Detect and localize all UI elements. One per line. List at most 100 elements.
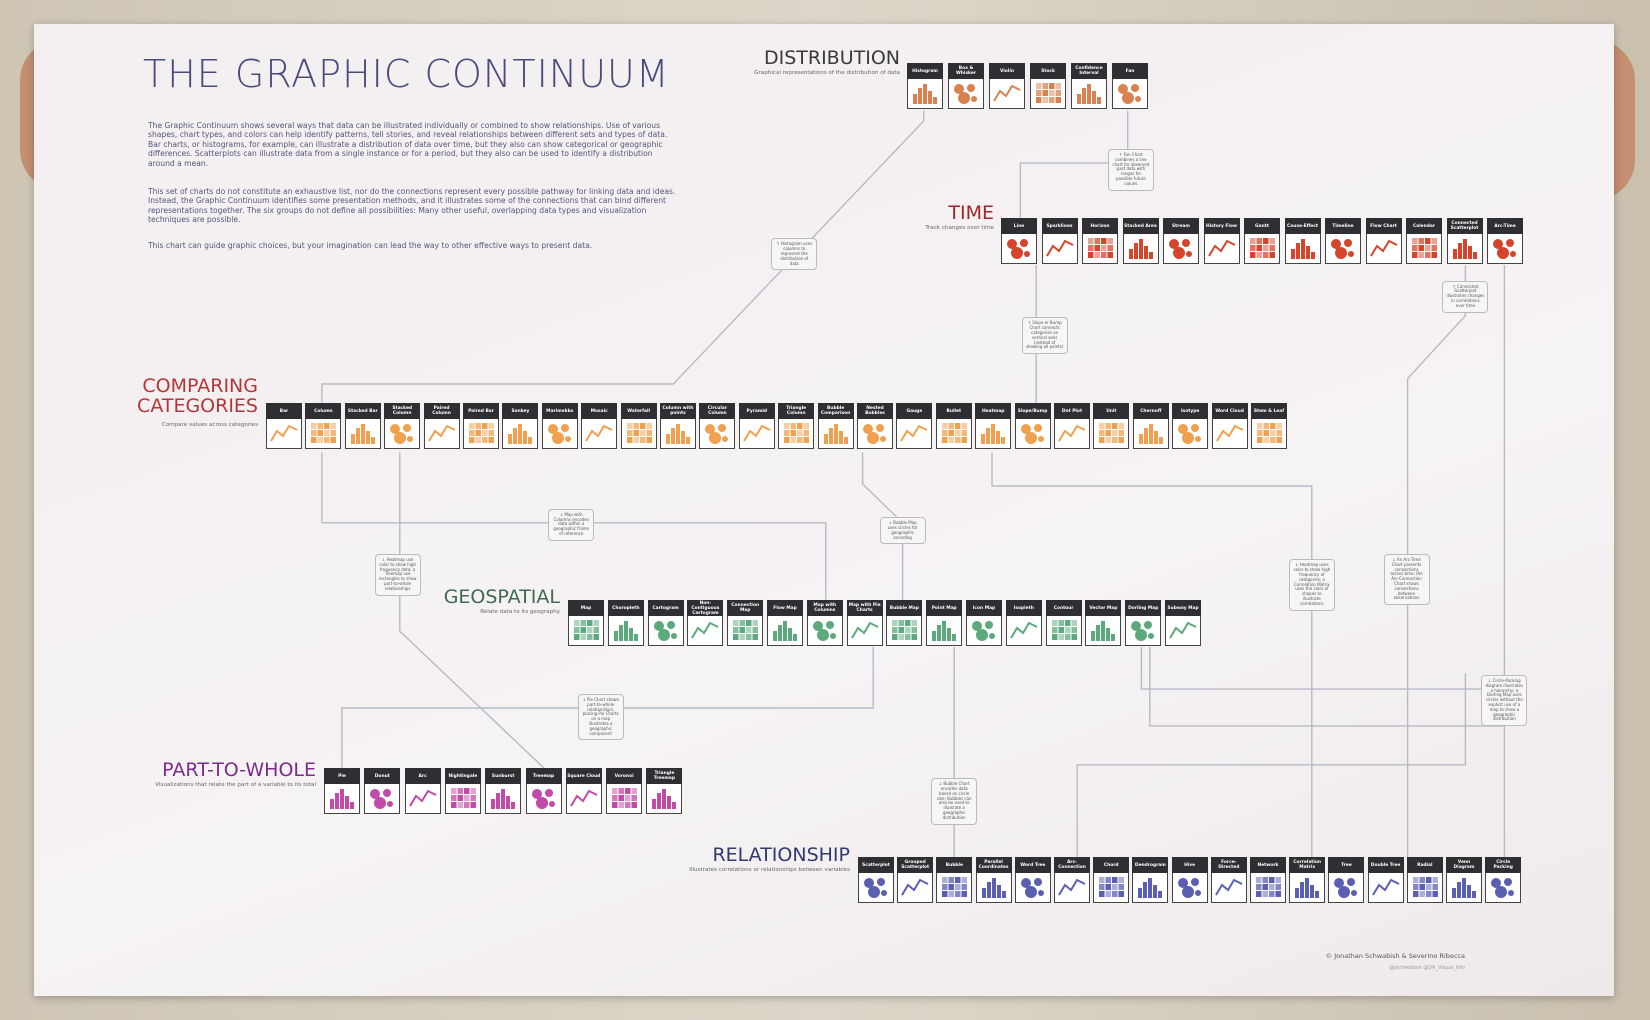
- chart-tile: Nightingale: [444, 768, 481, 814]
- chart-icon: [1214, 878, 1243, 896]
- tile-label: Circular Column: [699, 403, 736, 419]
- chart-tile: Mosaic: [581, 403, 618, 449]
- tile-icon: [423, 419, 460, 449]
- chart-icon: [932, 621, 957, 641]
- tile-icon: [975, 419, 1012, 449]
- tile-label: Grouped Scatterplot: [897, 857, 934, 873]
- tile-label: Stem & Leaf: [1251, 403, 1287, 419]
- tile-label: Isotype: [1172, 403, 1209, 419]
- chart-icon: [1099, 423, 1125, 443]
- chart-tile: Timeline: [1325, 218, 1361, 264]
- tile-label: Dorling Map: [1125, 600, 1162, 616]
- annotation-note: ↑ Slope or Bump Chart connects categorie…: [1021, 317, 1068, 355]
- tile-label: Connected Scatterplot: [1446, 218, 1483, 234]
- group-subtitle: Track changes over time: [925, 225, 994, 231]
- chart-icon: [691, 621, 719, 639]
- tile-icon: [1406, 873, 1443, 903]
- tile-label: Sparklines: [1041, 218, 1078, 234]
- tile-label: Tree: [1328, 857, 1365, 873]
- tile-icon: [1446, 873, 1482, 903]
- chart-icon: [1020, 878, 1044, 898]
- chart-tile: Histogram: [907, 63, 943, 109]
- poster-title: THE GRAPHIC CONTINUUM: [143, 52, 670, 96]
- tile-icon: [699, 419, 736, 449]
- tile-icon: [1122, 234, 1159, 264]
- chart-tile: Sunburst: [485, 768, 522, 814]
- tile-label: Arc: [404, 768, 441, 784]
- chart-tile: Marimekko: [541, 403, 578, 449]
- chart-tile: Stacked Area: [1122, 218, 1159, 264]
- tile-label: Connection Map: [727, 600, 764, 616]
- chart-icon: [1215, 424, 1244, 442]
- tile-icon: [646, 784, 683, 814]
- intro-paragraph: This set of charts do not constitute an …: [148, 187, 676, 225]
- tile-label: Bubble: [936, 857, 973, 873]
- tile-icon: [767, 616, 803, 646]
- chart-icon: [900, 424, 928, 442]
- chart-tile: Parallel Coordinates: [975, 857, 1012, 903]
- tile-label: Word Tree: [1014, 857, 1051, 873]
- chart-tile: Cause-Effect: [1284, 218, 1321, 264]
- tile-label: Bar: [266, 403, 302, 419]
- tile-label: Triangle Column: [778, 403, 815, 419]
- chart-tile: Correlation Matrix: [1289, 857, 1326, 903]
- tile-label: Bullet: [935, 403, 972, 419]
- tile-label: Double Tree: [1367, 857, 1404, 873]
- chart-icon: [1131, 621, 1155, 641]
- group-subtitle: Visualizations that relate the part of a…: [155, 782, 316, 788]
- tile-icon: [1172, 419, 1209, 449]
- chart-tile: Stacked Column: [384, 403, 421, 449]
- tile-label: Arc-Time: [1487, 218, 1523, 234]
- tile-icon: [1446, 234, 1483, 264]
- chart-tile: Gantt: [1244, 218, 1280, 264]
- tile-label: Line: [1001, 218, 1037, 234]
- chart-icon: [954, 84, 977, 104]
- annotation-note: ↓ Map with Columns encodes data within a…: [548, 508, 595, 541]
- chart-tile: Arc-Connection: [1054, 857, 1090, 903]
- tile-icon: [1325, 234, 1361, 264]
- chart-tile: Treemap: [525, 768, 562, 814]
- chart-icon: [408, 789, 437, 807]
- chart-tile: Line: [1001, 218, 1037, 264]
- tile-label: Hive: [1171, 857, 1208, 873]
- tile-icon: [936, 873, 973, 903]
- tile-label: Paired Bar: [463, 403, 499, 419]
- tile-label: Pie: [324, 768, 360, 784]
- tile-label: Unit: [1093, 403, 1130, 419]
- tile-icon: [897, 873, 934, 903]
- chart-tile: Non-Contiguous Cartogram: [687, 600, 724, 646]
- group-subtitle: Illustrates correlations or relationship…: [689, 867, 850, 873]
- tile-icon: [1085, 616, 1122, 646]
- tile-icon: [463, 419, 499, 449]
- chart-icon: [1452, 878, 1476, 898]
- tile-icon: [324, 784, 360, 814]
- tile-label: Sankey: [502, 403, 539, 419]
- tile-icon: [1112, 79, 1148, 109]
- chart-tile: Dendrogram: [1132, 857, 1169, 903]
- tile-icon: [935, 419, 972, 449]
- chart-icon: [1009, 621, 1038, 639]
- chart-tile: Voronoi: [606, 768, 643, 814]
- tile-icon: [1328, 873, 1365, 903]
- chart-icon: [653, 621, 677, 641]
- annotation-note: ↓ An Arc-Time Chart presents connections…: [1383, 554, 1430, 606]
- tile-icon: [1171, 873, 1208, 903]
- tile-icon: [266, 419, 302, 449]
- tile-label: Chernoff: [1132, 403, 1169, 419]
- tile-label: Dendrogram: [1132, 857, 1169, 873]
- chart-tile: Pyramid: [738, 403, 775, 449]
- chart-icon: [1058, 424, 1086, 442]
- chart-tile: Circle Packing: [1485, 857, 1522, 903]
- tile-icon: [384, 419, 421, 449]
- chart-icon: [1051, 620, 1077, 640]
- chart-tile: Circular Column: [699, 403, 736, 449]
- tile-label: Non-Contiguous Cartogram: [687, 600, 724, 616]
- chart-icon: [812, 621, 836, 641]
- chart-icon: [1491, 878, 1515, 898]
- group-subtitle: Compare values across categories: [161, 422, 258, 428]
- tile-label: Stream: [1163, 218, 1199, 234]
- chart-icon: [390, 424, 414, 444]
- tile-label: Confidence Interval: [1071, 63, 1107, 79]
- tile-icon: [568, 616, 604, 646]
